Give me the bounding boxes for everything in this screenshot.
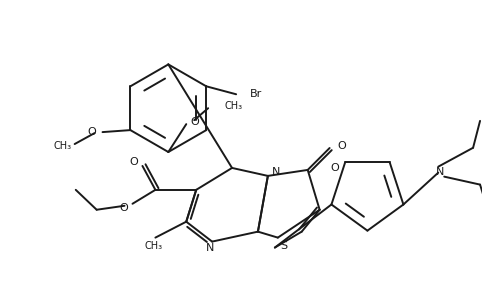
Text: S: S bbox=[280, 241, 287, 251]
Text: N: N bbox=[206, 243, 214, 253]
Text: O: O bbox=[190, 117, 199, 127]
Text: CH₃: CH₃ bbox=[224, 101, 242, 111]
Text: Br: Br bbox=[250, 89, 262, 99]
Text: CH₃: CH₃ bbox=[54, 141, 71, 151]
Text: N: N bbox=[436, 167, 444, 177]
Text: CH₃: CH₃ bbox=[144, 241, 162, 251]
Text: O: O bbox=[120, 203, 128, 213]
Text: O: O bbox=[330, 163, 339, 173]
Text: O: O bbox=[88, 127, 97, 137]
Text: N: N bbox=[272, 167, 280, 177]
Text: O: O bbox=[130, 157, 139, 167]
Text: O: O bbox=[338, 141, 346, 151]
